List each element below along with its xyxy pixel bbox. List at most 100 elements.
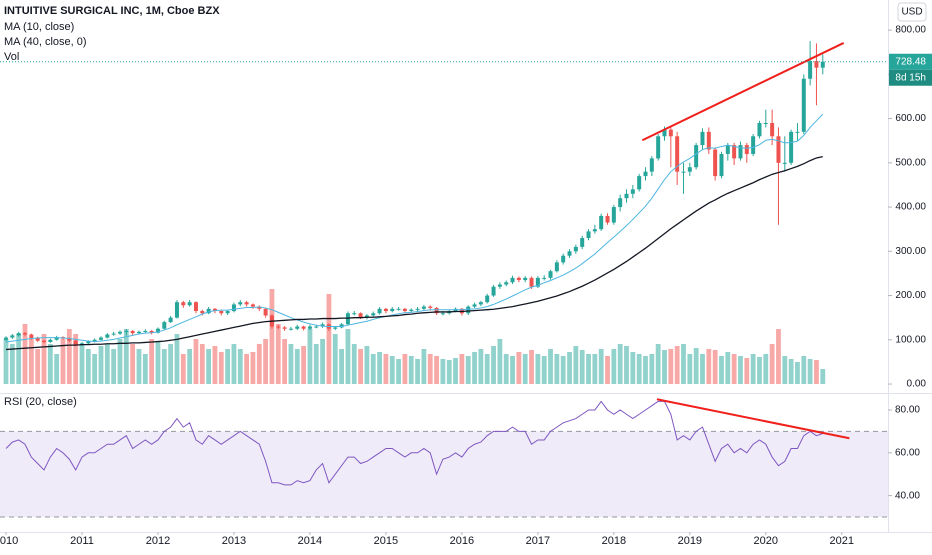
volume-bar (149, 339, 155, 384)
candle-body (751, 136, 756, 154)
candle-body (206, 308, 211, 314)
rsi-trend-line (656, 398, 850, 440)
y-tick-label: 600.00 (895, 113, 926, 124)
volume-bar (782, 356, 788, 384)
volume-bar (370, 354, 376, 384)
currency-box[interactable] (897, 2, 927, 22)
last-price-label: 728.48 (895, 56, 926, 67)
candle-body (440, 313, 445, 315)
candle-body (263, 308, 268, 316)
y-tick-label: 400.00 (895, 202, 926, 213)
candle-body (554, 262, 559, 272)
legend-entry: MA (40, close, 0) (4, 36, 87, 48)
candle-body (333, 327, 338, 329)
volume-bar (503, 354, 509, 384)
candle-body (472, 304, 477, 307)
volume-bar (161, 349, 167, 384)
candle-body (706, 131, 711, 150)
candle-body (231, 304, 236, 312)
y-tick-label: 500.00 (895, 157, 926, 168)
volume-bar (750, 354, 756, 384)
candle-body (105, 334, 110, 338)
volume-bar (662, 350, 667, 384)
volume-bar (636, 354, 642, 384)
volume-bar (586, 354, 591, 384)
volume-bar (706, 349, 712, 384)
volume-bar (522, 354, 528, 384)
candle-body (795, 131, 800, 133)
volume-bar (85, 349, 91, 384)
volume-bar (294, 349, 300, 384)
x-tick-label: 2013 (222, 535, 246, 547)
candle-body (516, 277, 521, 281)
volume-bar (548, 349, 553, 384)
volume-bar (769, 344, 775, 384)
candle-body (618, 198, 623, 208)
candle-body (54, 337, 59, 340)
volume-bar (472, 352, 477, 384)
candle-body (4, 337, 9, 340)
volume-bar (237, 349, 243, 384)
volume-bar (206, 349, 212, 384)
candle-body (377, 308, 382, 314)
candle-body (700, 131, 705, 146)
candle-body (130, 330, 135, 334)
volume-bar (757, 357, 762, 384)
candle-body (573, 246, 578, 252)
volume-bar (725, 352, 731, 384)
rsi-line (5, 400, 823, 486)
candle-body (29, 334, 34, 339)
candle-body (23, 333, 28, 335)
candle-body (668, 129, 673, 137)
volume-bar (788, 359, 794, 384)
volume-bar (579, 350, 585, 384)
candle-body (288, 328, 293, 330)
candle-body (162, 322, 167, 329)
x-tick-label: 2012 (146, 535, 170, 547)
candle-body (808, 61, 813, 79)
trend-line (641, 42, 845, 142)
candle-body (390, 308, 395, 312)
volume-bar (130, 344, 136, 384)
volume-bar (554, 354, 560, 384)
volume-bar (364, 346, 370, 384)
volume-bar (598, 349, 604, 384)
candle-body (73, 340, 78, 346)
x-tick-label: 2015 (374, 535, 398, 547)
volume-bar (98, 346, 104, 384)
volume-bar (434, 356, 439, 384)
candle-body (630, 189, 635, 194)
candle-body (814, 61, 819, 68)
volume-bar (345, 329, 351, 384)
volume-bar (605, 356, 610, 384)
volume-bar (776, 329, 781, 384)
volume-bar (478, 349, 484, 384)
candle-body (637, 176, 642, 190)
candle-body (67, 338, 72, 341)
candle-body (580, 238, 585, 247)
volume-bar (712, 350, 718, 384)
candle-body (168, 317, 173, 323)
candle-body (35, 338, 40, 341)
x-tick-label: 2014 (298, 535, 322, 547)
volume-layer (3, 289, 826, 384)
candle-body (193, 302, 198, 312)
volume-bar (199, 344, 205, 384)
volume-bar (396, 359, 401, 384)
candle-body (421, 306, 426, 309)
volume-bar (123, 329, 129, 384)
candle-body (523, 277, 528, 281)
candle-body (434, 307, 439, 314)
candle-body (466, 306, 471, 314)
candle-body (757, 122, 762, 137)
candle-body (776, 136, 781, 163)
candle-body (187, 302, 192, 306)
volume-bar (313, 344, 319, 384)
y-tick-label: 100.00 (895, 334, 926, 345)
volume-bar (389, 356, 395, 384)
candle-body (719, 153, 724, 177)
volume-bar (180, 354, 186, 384)
candle-body (643, 171, 648, 177)
volume-bar (35, 349, 41, 384)
volume-bar (731, 354, 737, 384)
